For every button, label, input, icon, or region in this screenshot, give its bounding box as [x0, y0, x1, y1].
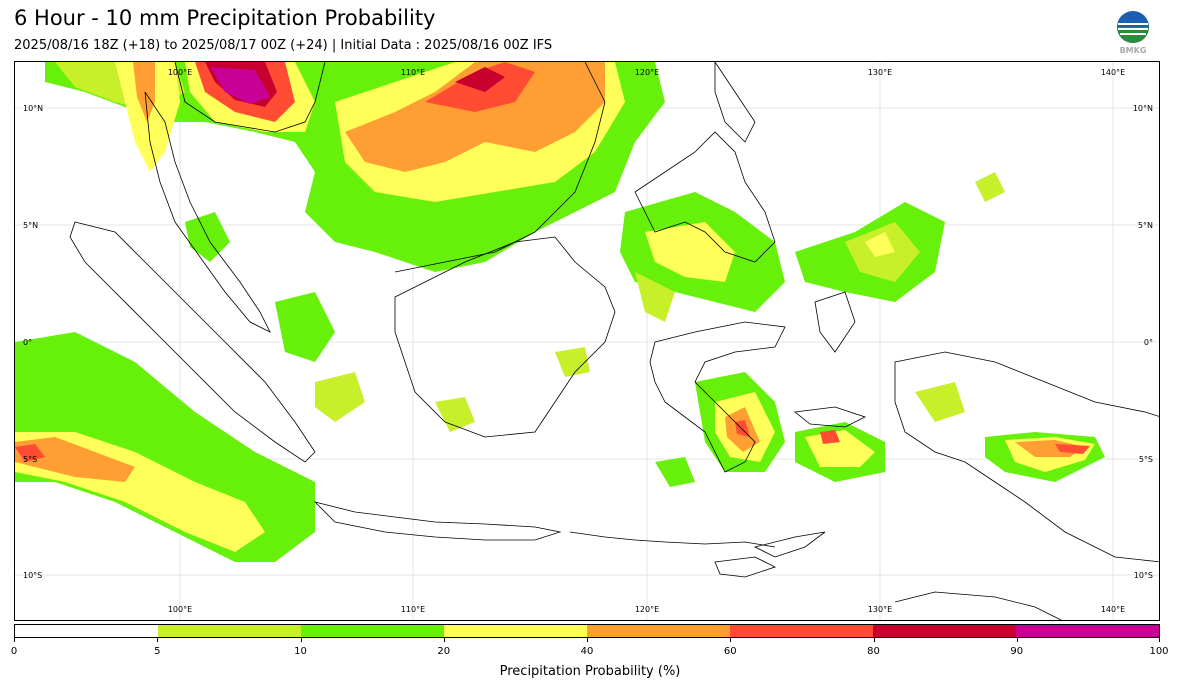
lat-label-right: 10°N: [1133, 104, 1153, 113]
lon-label-bottom: 130°E: [868, 605, 892, 614]
colorbar-segment: [587, 625, 730, 637]
map-title: 6 Hour - 10 mm Precipitation Probability: [14, 6, 436, 30]
precipitation-map: 100°E 110°E 120°E 130°E 140°E 100°E 110°…: [14, 61, 1160, 621]
colorbar-segment: [1016, 625, 1159, 637]
colorbar-tick-label: 20: [437, 646, 451, 657]
colorbar: [14, 624, 1160, 638]
lat-label-left: 10°N: [23, 104, 43, 113]
colorbar-tick-label: 80: [867, 646, 880, 657]
colorbar-tick-label: 5: [154, 646, 161, 657]
colorbar-segment: [15, 625, 158, 637]
lon-label-top: 130°E: [868, 68, 892, 77]
colorbar-segment: [158, 625, 301, 637]
precip-field: [15, 62, 1105, 562]
lat-label-left: 0°: [23, 338, 32, 347]
colorbar-tick-mark: [587, 638, 588, 642]
lat-label-right: 10°S: [1134, 571, 1153, 580]
colorbar-tick-mark: [157, 638, 159, 642]
lon-label-bottom: 110°E: [401, 605, 425, 614]
colorbar-tick-mark: [1016, 638, 1018, 642]
logo-text: BMKG: [1120, 46, 1147, 55]
colorbar-tick-label: 60: [723, 646, 737, 657]
bmkg-logo: BMKG: [1117, 11, 1149, 55]
colorbar-segment: [873, 625, 1016, 637]
lat-label-right: 5°N: [1138, 221, 1153, 230]
lon-label-top: 100°E: [168, 68, 192, 77]
colorbar-tick-mark: [443, 638, 445, 642]
colorbar-segment: [301, 625, 444, 637]
map-canvas: 100°E 110°E 120°E 130°E 140°E 100°E 110°…: [15, 62, 1159, 620]
lon-label-top: 140°E: [1101, 68, 1125, 77]
colorbar-ticks: 0 5 10 20 40 60 80 90 100: [10, 638, 1169, 658]
colorbar-tick-mark: [730, 638, 732, 642]
lat-label-right: 5°S: [1139, 455, 1153, 464]
lat-label-right: 0°: [1144, 338, 1153, 347]
colorbar-tick-label: 100: [1149, 646, 1169, 657]
lon-label-top: 110°E: [401, 68, 425, 77]
colorbar-tick-mark: [14, 638, 15, 642]
map-subtitle: 2025/08/16 18Z (+18) to 2025/08/17 00Z (…: [14, 38, 553, 53]
lon-label-bottom: 120°E: [635, 605, 659, 614]
map-axis-labels: 100°E 110°E 120°E 130°E 140°E 100°E 110°…: [23, 68, 1153, 614]
lat-label-left: 5°N: [23, 221, 38, 230]
colorbar-tick-mark: [1159, 638, 1160, 642]
colorbar-segment: [730, 625, 873, 637]
lat-label-left: 5°S: [23, 455, 37, 464]
colorbar-tick-label: 10: [294, 646, 307, 657]
lon-label-bottom: 100°E: [168, 605, 192, 614]
lat-label-left: 10°S: [23, 571, 42, 580]
colorbar-tick-label: 0: [10, 646, 18, 657]
lon-label-bottom: 140°E: [1101, 605, 1125, 614]
colorbar-tick-mark: [873, 638, 875, 642]
colorbar-tick-label: 90: [1010, 646, 1024, 657]
lon-label-top: 120°E: [635, 68, 659, 77]
colorbar-tick-mark: [300, 638, 302, 642]
colorbar-label: Precipitation Probability (%): [499, 664, 681, 679]
coastlines: [69, 62, 1159, 620]
colorbar-segment: [444, 625, 587, 637]
colorbar-tick-label: 40: [580, 646, 594, 657]
